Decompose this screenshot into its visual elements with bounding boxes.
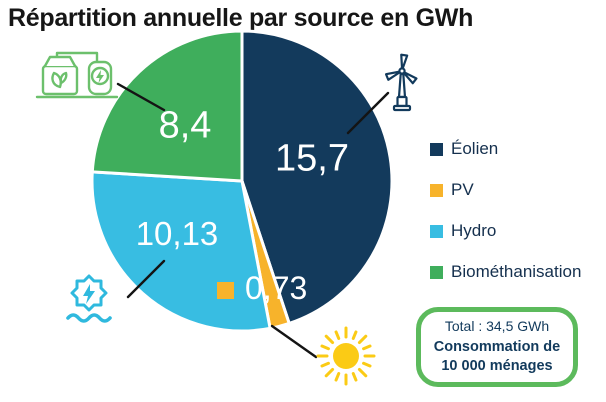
wind-turbine-icon [384, 53, 418, 112]
pv-marker-swatch [217, 282, 234, 299]
total-label: Total : 34,5 GWh [444, 318, 550, 335]
legend-swatch-hydro [430, 224, 443, 238]
consumption-label: Consommation de 10 000 ménages [434, 338, 560, 376]
legend-label-hydro: Hydro [451, 221, 497, 240]
total-box: Total : 34,5 GWh Consommation de 10 000 … [416, 307, 578, 387]
legend-label-pv: PV [451, 180, 474, 199]
slice-value-pv: 0,73 [245, 270, 308, 306]
legend-label-eolien: Éolien [451, 139, 499, 158]
pie-slice-eolien [240, 29, 394, 325]
legend: Éolien PV Hydro Biométhanisation [430, 139, 581, 282]
legend-item-biomethanisation: Biométhanisation [430, 262, 581, 282]
consumption-line2: 10 000 ménages [441, 358, 553, 374]
sun-icon [316, 326, 376, 386]
hydro-power-icon [66, 274, 112, 323]
page-title: Répartition annuelle par source en GWh [8, 4, 474, 32]
pie-slice-biomethanisation [90, 29, 244, 183]
hydro-callout-line [126, 259, 166, 299]
slice-value-hydro: 10,13 [135, 215, 219, 252]
legend-swatch-pv [430, 183, 443, 197]
legend-label-biomethanisation: Biométhanisation [451, 262, 582, 281]
callout-lines [116, 82, 390, 359]
wind-callout-line [346, 91, 390, 135]
legend-item-eolien: Éolien [430, 139, 581, 159]
legend-item-hydro: Hydro [430, 221, 581, 241]
legend-swatch-biomethanisation [430, 265, 443, 279]
slice-value-eolien: 15,7 [275, 137, 349, 180]
sun-callout-line [270, 324, 318, 359]
biogas-callout-line [116, 82, 166, 112]
slice-value-pv-group: 0,73 [217, 270, 307, 307]
slice-value-biomethanisation: 8,4 [158, 104, 212, 147]
legend-item-pv: PV [430, 180, 581, 200]
legend-swatch-eolien [430, 142, 443, 156]
biogas-plant-icon [35, 51, 119, 99]
consumption-line1: Consommation de [433, 339, 561, 356]
